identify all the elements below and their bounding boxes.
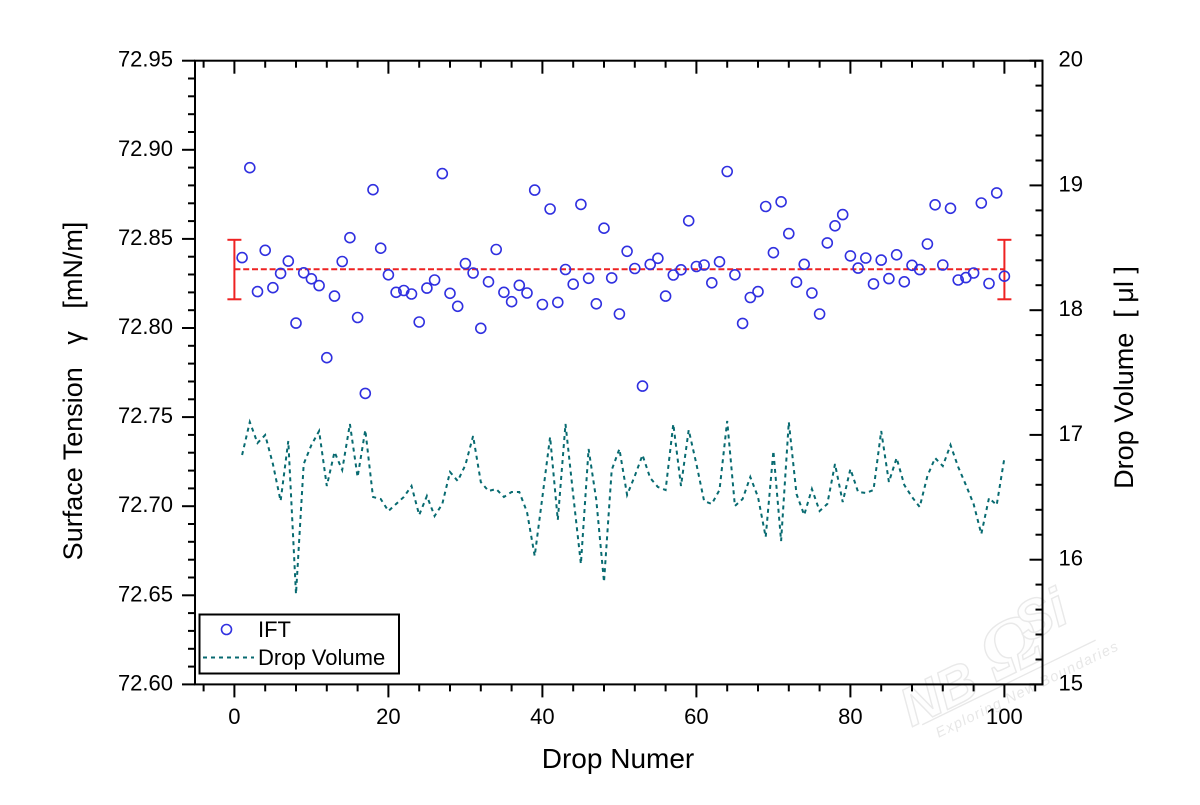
svg-text:18: 18 xyxy=(1059,296,1083,321)
svg-text:40: 40 xyxy=(530,704,554,729)
svg-text:20: 20 xyxy=(1059,47,1083,72)
svg-text:72.95: 72.95 xyxy=(118,47,173,72)
svg-text:17: 17 xyxy=(1059,421,1083,446)
svg-text:0: 0 xyxy=(228,704,240,729)
svg-text:72.70: 72.70 xyxy=(118,492,173,517)
svg-text:Drop Volume: Drop Volume xyxy=(258,645,385,670)
svg-text:20: 20 xyxy=(376,704,400,729)
svg-text:80: 80 xyxy=(838,704,862,729)
svg-text:100: 100 xyxy=(986,704,1023,729)
svg-text:72.60: 72.60 xyxy=(118,670,173,695)
svg-text:16: 16 xyxy=(1059,546,1083,571)
svg-text:Drop Numer: Drop Numer xyxy=(542,743,694,774)
svg-text:Drop Volume [ μl ]: Drop Volume [ μl ] xyxy=(1109,266,1139,489)
svg-text:72.90: 72.90 xyxy=(118,136,173,161)
svg-text:IFT: IFT xyxy=(258,617,291,642)
svg-text:72.75: 72.75 xyxy=(118,403,173,428)
svg-text:Surface Tension γ [mN/m]: Surface Tension γ [mN/m] xyxy=(58,222,88,561)
svg-text:72.85: 72.85 xyxy=(118,225,173,250)
svg-text:72.65: 72.65 xyxy=(118,581,173,606)
svg-text:19: 19 xyxy=(1059,171,1083,196)
svg-text:15: 15 xyxy=(1059,670,1083,695)
svg-text:60: 60 xyxy=(684,704,708,729)
svg-text:72.80: 72.80 xyxy=(118,314,173,339)
